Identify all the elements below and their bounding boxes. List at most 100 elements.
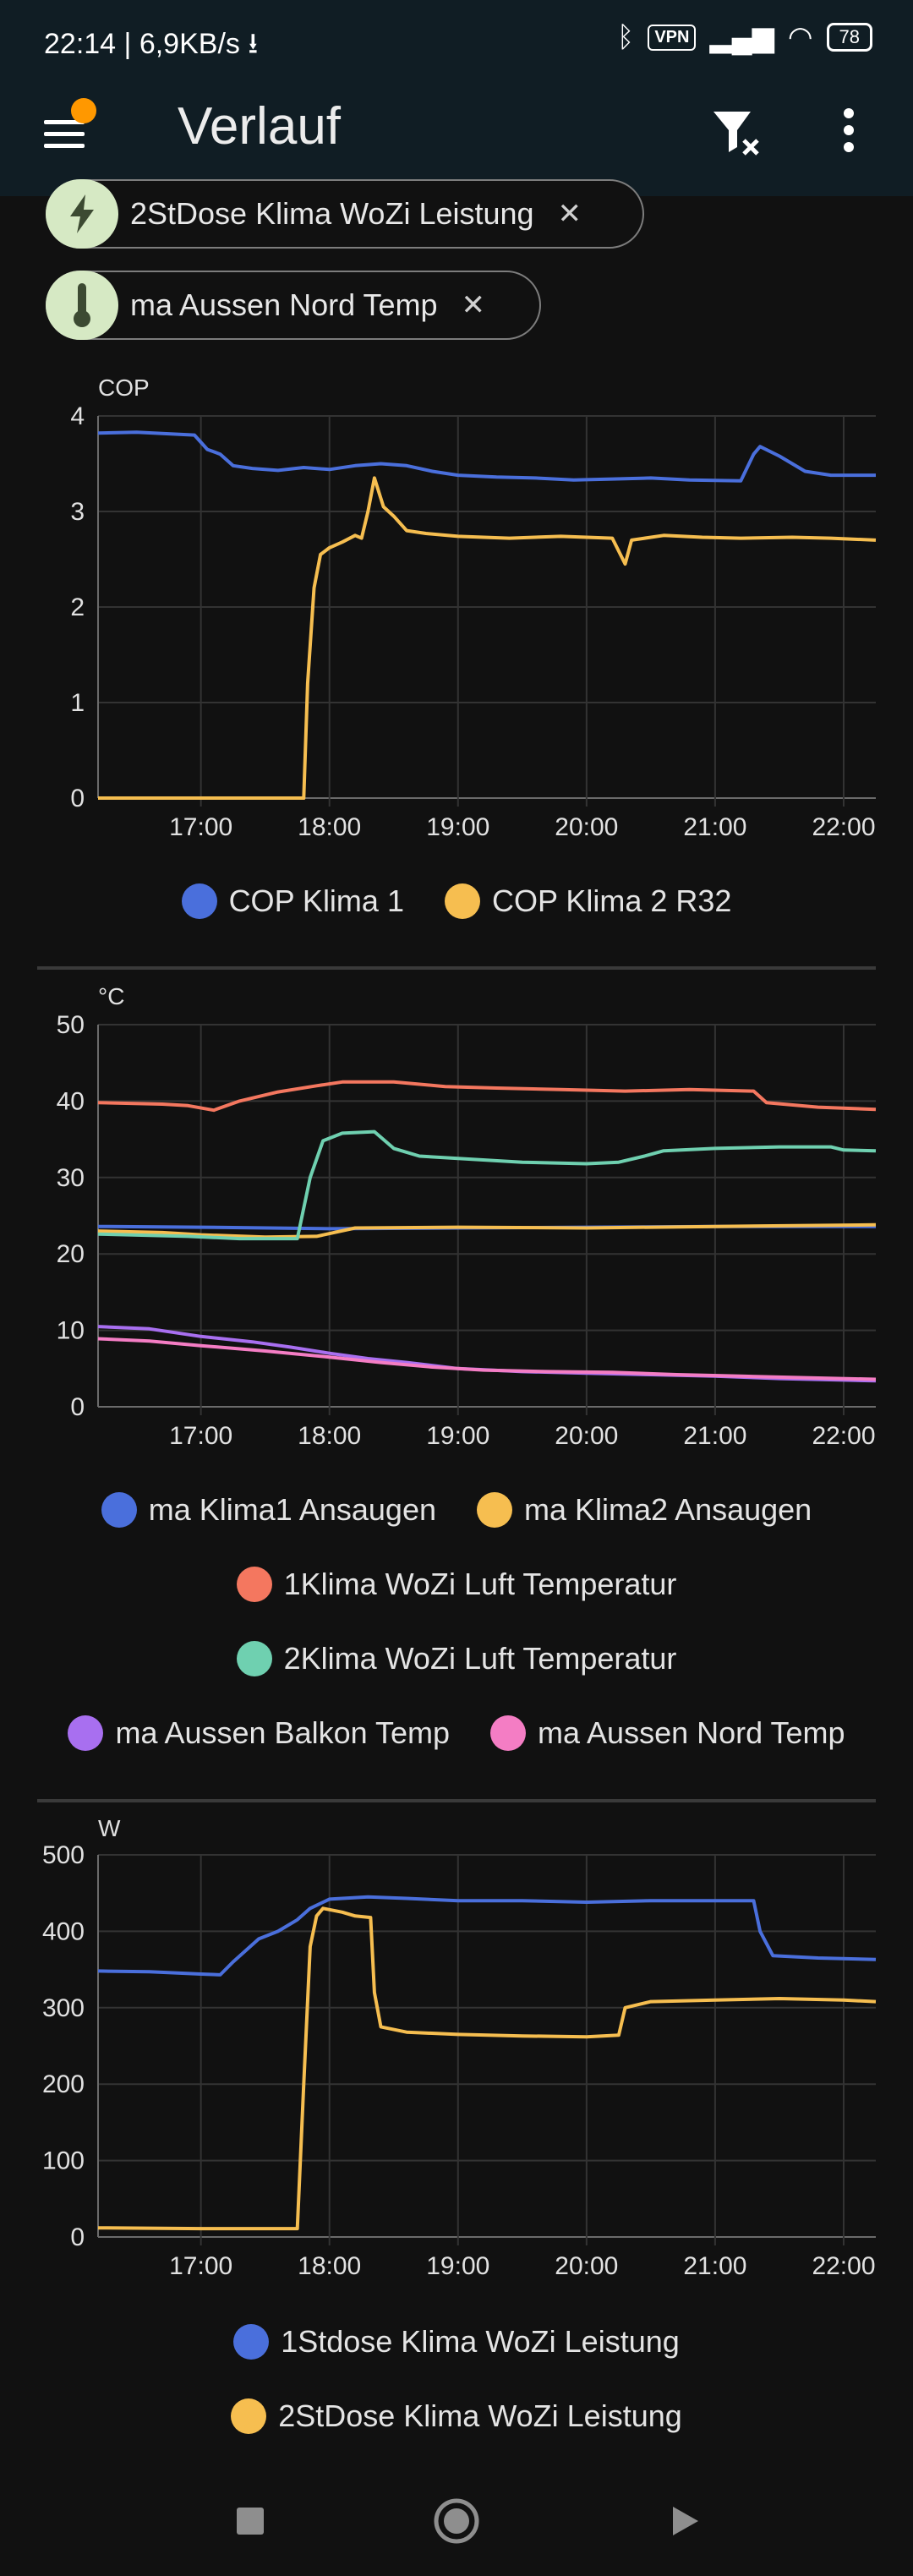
clock: 22:14 (44, 28, 117, 60)
close-icon[interactable]: ✕ (557, 198, 582, 230)
legend-swatch (444, 883, 480, 919)
x-tick-label: 20:00 (555, 2252, 618, 2280)
legend-row: ma Aussen Balkon Temp ma Aussen Nord Temp (0, 1696, 913, 1770)
x-tick-label: 20:00 (555, 1422, 618, 1450)
y-tick-label: 300 (42, 1994, 85, 2022)
cop-chart: 0 1 2 3 4 17:00 18:00 19:00 20:00 21:00 22:00 COP (70, 375, 877, 841)
x-tick-label: 22:00 (812, 813, 875, 841)
notification-badge (71, 98, 96, 123)
x-tick-label: 21:00 (683, 813, 746, 841)
hamburger-menu-icon (44, 120, 85, 148)
signal-icon: ▂▄▆ (709, 21, 774, 53)
cop-chart-legend: COP Klima 1 COP Klima 2 R32 (0, 864, 913, 938)
legend-row: 1Stdose Klima WoZi Leistung (0, 2305, 913, 2379)
legend-item[interactable]: 1Klima WoZi Luft Temperatur (236, 1567, 677, 1602)
filter-remove-icon (713, 112, 759, 156)
legend-swatch (101, 1492, 137, 1528)
entity-chip[interactable]: 2StDose Klima WoZi Leistung ✕ (46, 179, 644, 249)
series-line (97, 1337, 877, 1381)
x-tick-label: 17:00 (169, 813, 232, 841)
legend-label: 2StDose Klima WoZi Leistung (278, 2398, 682, 2433)
chip-avatar (46, 271, 118, 340)
legend-item[interactable]: ma Aussen Nord Temp (490, 1715, 845, 1751)
series-line (97, 430, 876, 483)
y-tick-label: 200 (42, 2070, 85, 2098)
legend-item[interactable]: COP Klima 2 R32 (444, 883, 732, 919)
legend-label: ma Klima2 Ansaugen (524, 1492, 812, 1527)
x-tick-label: 19:00 (426, 813, 489, 841)
legend-item[interactable]: ma Klima2 Ansaugen (477, 1492, 812, 1528)
battery-level: 78 (839, 26, 860, 47)
y-tick-label: 1 (70, 689, 85, 717)
legend-item[interactable]: ma Aussen Balkon Temp (68, 1715, 450, 1751)
legend-swatch (231, 2398, 267, 2434)
legend-label: 2Klima WoZi Luft Temperatur (283, 1641, 677, 1676)
legend-item[interactable]: 2StDose Klima WoZi Leistung (231, 2398, 682, 2434)
x-tick-label: 21:00 (683, 2252, 746, 2280)
legend-swatch (236, 1567, 272, 1602)
power-chart-legend: 1Stdose Klima WoZi Leistung 2StDose Klima… (0, 2305, 913, 2453)
y-tick-label: 30 (57, 1164, 85, 1192)
back-icon[interactable] (673, 2507, 698, 2535)
y-tick-label: 4 (70, 402, 85, 430)
y-tick-label: 500 (42, 1841, 85, 1869)
bluetooth-icon: ᛒ (616, 20, 635, 53)
y-tick-label: 20 (57, 1240, 85, 1268)
legend-row: COP Klima 1 COP Klima 2 R32 (0, 864, 913, 938)
vpn-badge: VPN (648, 24, 697, 51)
network-speed: 6,9KB/s (139, 28, 240, 60)
nav-buttons (237, 2498, 698, 2544)
more-options-button[interactable] (825, 101, 872, 161)
legend-label: ma Klima1 Ansaugen (148, 1492, 436, 1527)
x-tick-label: 19:00 (426, 2252, 489, 2280)
entity-chip[interactable]: ma Aussen Nord Temp ✕ (46, 271, 541, 340)
status-time: 22:14 | 6,9KB/s ⭳ (44, 28, 259, 60)
x-tick-label: 18:00 (298, 1422, 361, 1450)
series-line (98, 476, 877, 800)
legend-swatch (490, 1715, 527, 1751)
menu-button[interactable] (44, 103, 103, 162)
x-tick-label: 22:00 (812, 2252, 875, 2280)
y-tick-label: 3 (70, 498, 85, 526)
legend-label: 1Stdose Klima WoZi Leistung (281, 2324, 680, 2359)
legend-row: 2Klima WoZi Luft Temperatur (0, 1622, 913, 1696)
more-vert-icon (844, 108, 854, 152)
series-line (97, 1906, 877, 2231)
status-bar: 22:14 | 6,9KB/s ⭳ ᛒ VPN ▂▄▆ ◠ 78 (0, 0, 913, 78)
page-title: Verlauf (178, 97, 342, 156)
y-tick-label: 400 (42, 1917, 85, 1945)
legend-label: COP Klima 1 (228, 883, 404, 918)
legend-row: 1Klima WoZi Luft Temperatur (0, 1547, 913, 1622)
legend-swatch (233, 2324, 270, 2360)
legend-label: COP Klima 2 R32 (491, 883, 732, 918)
chip-avatar (46, 179, 118, 249)
y-tick-label: 0 (70, 2223, 85, 2251)
legend-swatch (68, 1715, 104, 1751)
recent-apps-icon[interactable] (237, 2508, 264, 2535)
close-icon[interactable]: ✕ (461, 289, 486, 321)
x-tick-label: 19:00 (426, 1422, 489, 1450)
section-divider (37, 1799, 876, 1802)
legend-item[interactable]: 2Klima WoZi Luft Temperatur (236, 1641, 677, 1676)
legend-label: 1Klima WoZi Luft Temperatur (283, 1567, 677, 1601)
legend-row: ma Klima1 Ansaugen ma Klima2 Ansaugen (0, 1473, 913, 1547)
x-tick-label: 22:00 (812, 1422, 875, 1450)
x-tick-label: 17:00 (169, 1422, 232, 1450)
battery-icon: 78 (826, 23, 872, 52)
y-tick-label: 2 (70, 593, 85, 621)
y-tick-label: 50 (57, 1011, 85, 1039)
clear-filter-button[interactable] (707, 101, 766, 161)
chip-label: ma Aussen Nord Temp (130, 287, 438, 322)
y-tick-label: 0 (70, 785, 85, 812)
legend-item[interactable]: ma Klima1 Ansaugen (101, 1492, 436, 1528)
lightning-icon (70, 194, 94, 233)
series-line (97, 1325, 877, 1383)
y-tick-label: 100 (42, 2147, 85, 2175)
legend-item[interactable]: 1Stdose Klima WoZi Leistung (233, 2324, 680, 2360)
legend-item[interactable]: COP Klima 1 (181, 883, 404, 919)
legend-row: 2StDose Klima WoZi Leistung (0, 2379, 913, 2453)
x-tick-label: 17:00 (169, 2252, 232, 2280)
home-icon[interactable] (434, 2498, 479, 2544)
series-line (97, 1222, 877, 1239)
legend-label: ma Aussen Nord Temp (538, 1715, 845, 1750)
